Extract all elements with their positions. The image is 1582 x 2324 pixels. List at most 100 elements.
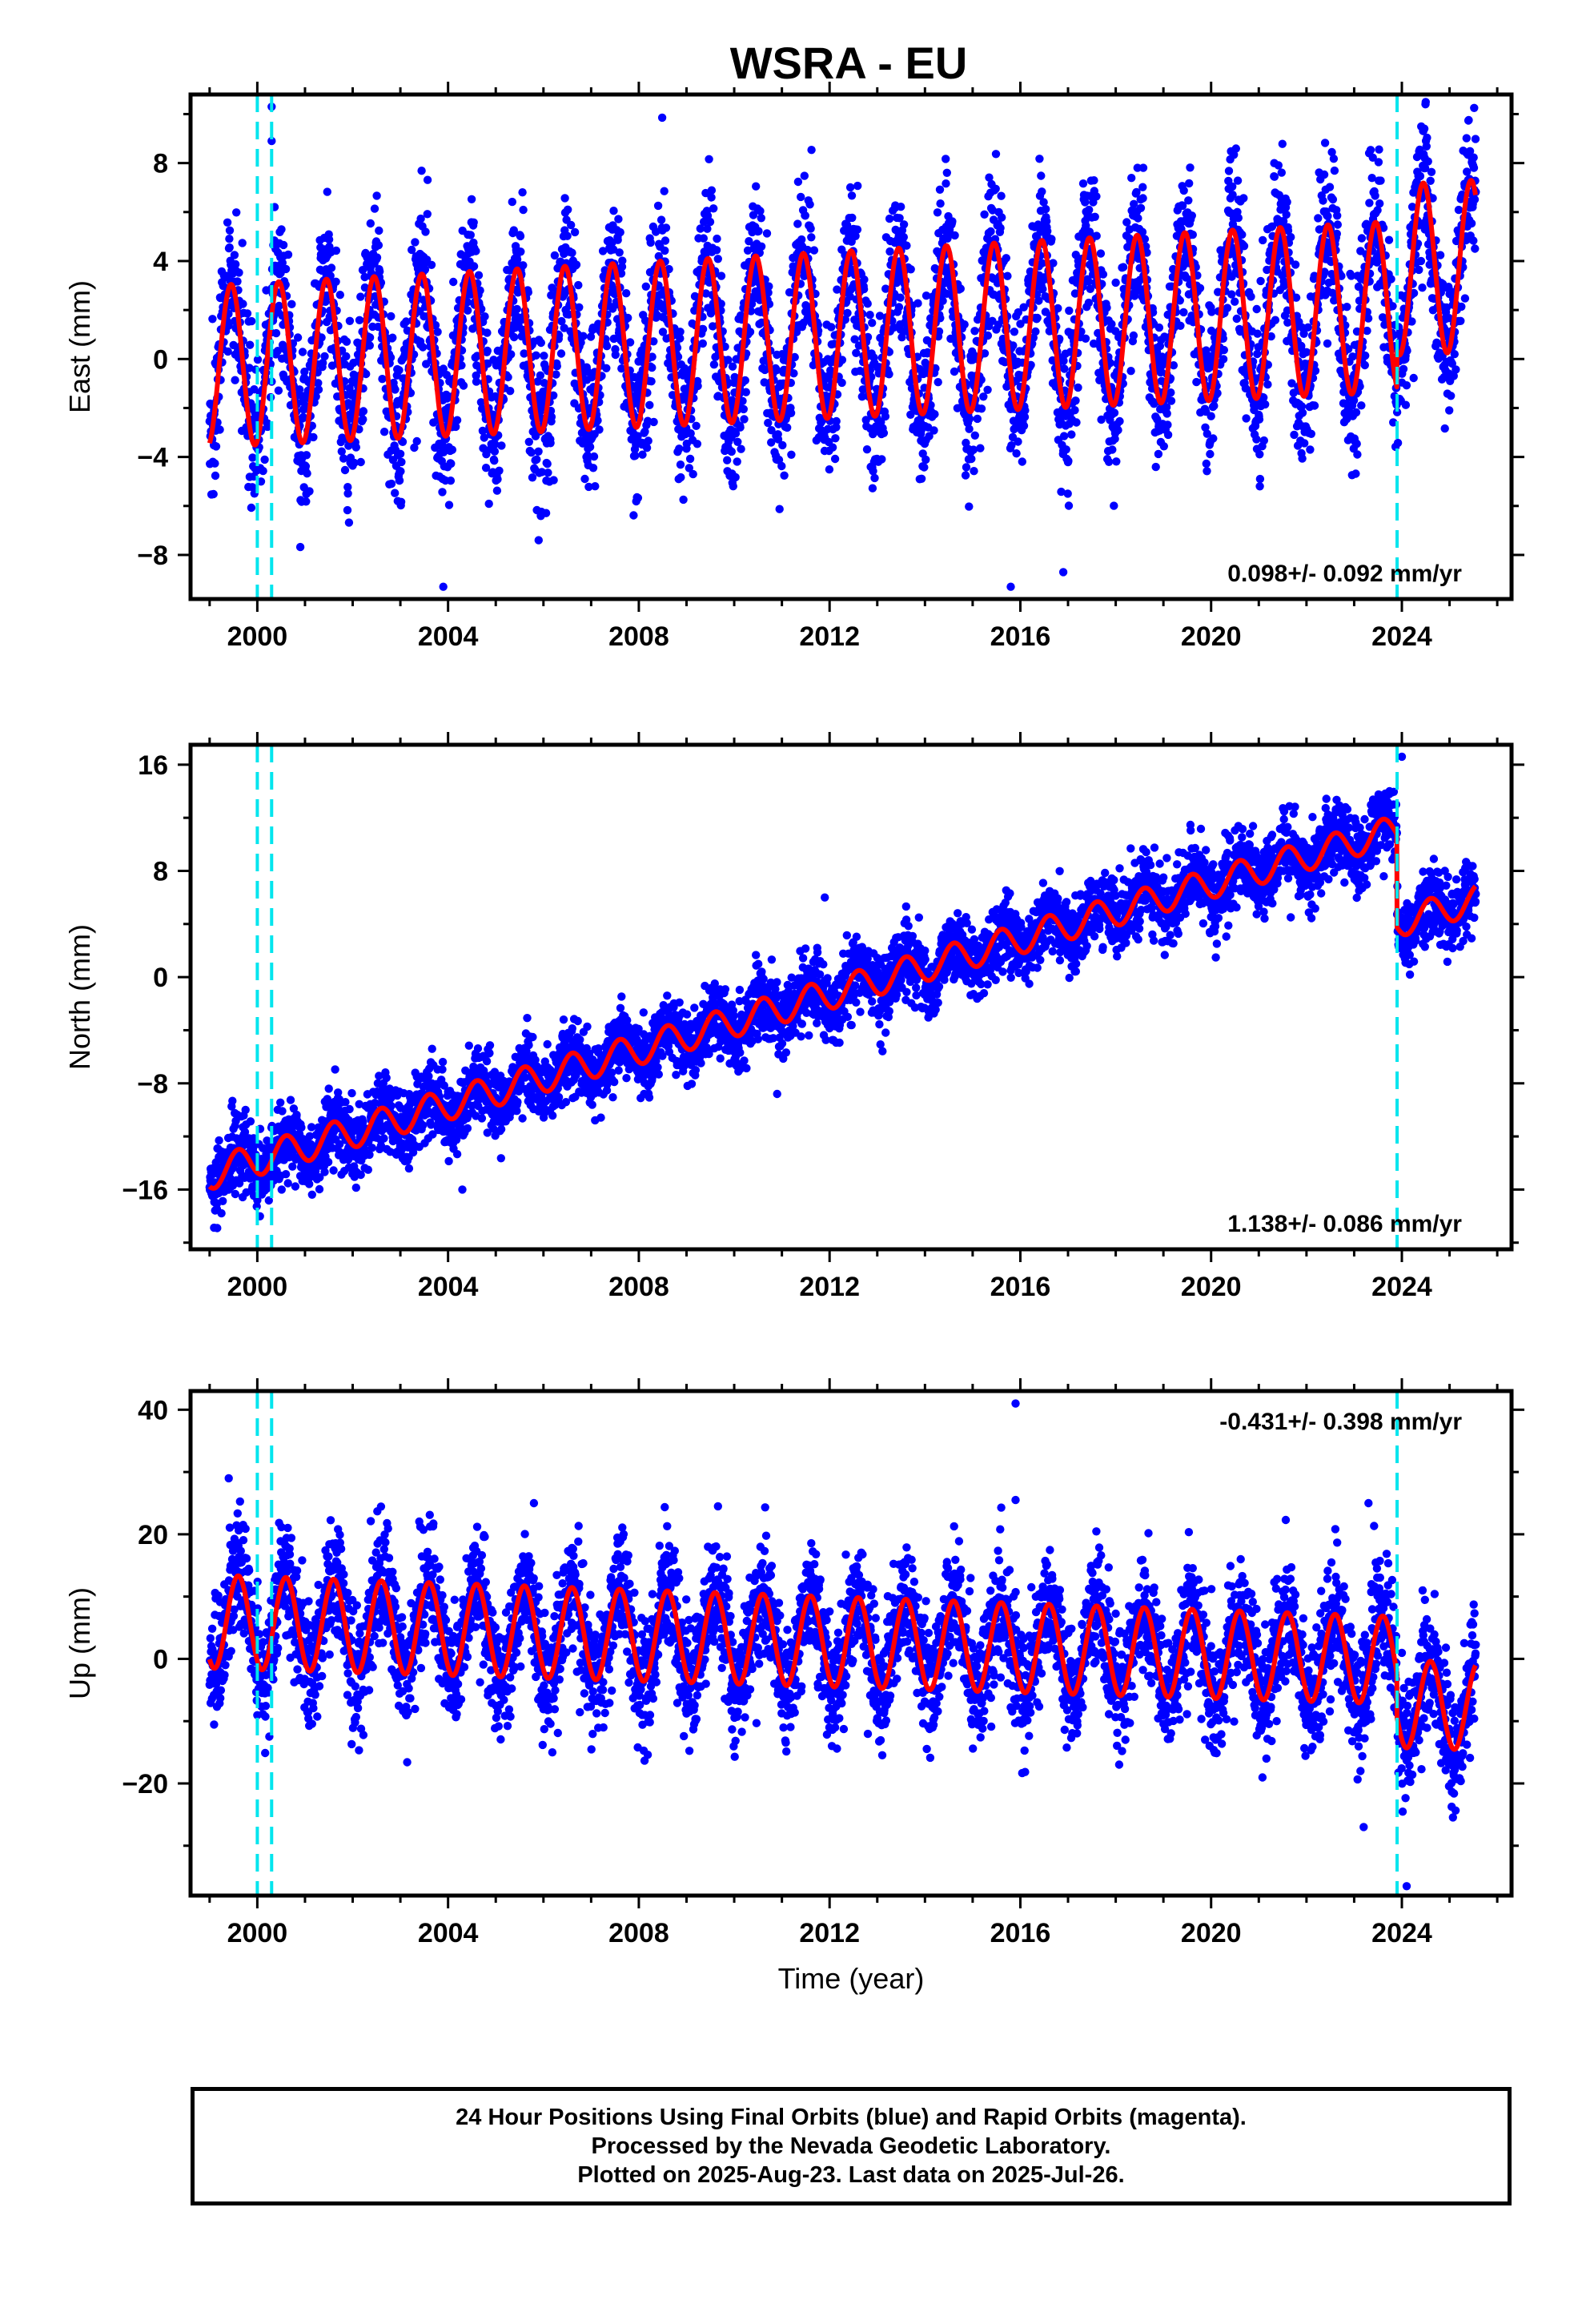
outlier-point bbox=[1058, 568, 1068, 577]
data-point bbox=[1195, 283, 1205, 292]
data-point bbox=[1231, 297, 1239, 306]
data-point bbox=[965, 414, 974, 424]
data-point bbox=[519, 205, 528, 215]
data-point bbox=[642, 444, 652, 452]
data-point bbox=[1255, 450, 1264, 459]
data-point bbox=[469, 218, 478, 227]
data-point bbox=[564, 205, 572, 214]
data-point bbox=[930, 426, 938, 435]
data-point bbox=[356, 457, 365, 467]
data-point bbox=[379, 428, 389, 436]
data-point bbox=[970, 327, 979, 336]
data-point bbox=[311, 392, 320, 401]
data-point bbox=[641, 282, 650, 291]
data-point bbox=[920, 463, 929, 472]
data-point bbox=[618, 256, 627, 265]
data-point bbox=[396, 467, 405, 476]
data-point bbox=[365, 333, 375, 342]
data-point bbox=[402, 317, 411, 326]
data-point bbox=[752, 182, 761, 191]
data-point bbox=[828, 443, 837, 452]
data-point bbox=[1471, 244, 1480, 253]
data-point bbox=[233, 277, 242, 286]
data-point bbox=[1255, 482, 1264, 491]
data-point bbox=[388, 333, 397, 342]
data-point bbox=[806, 224, 815, 233]
data-point bbox=[757, 242, 766, 251]
x-tick-label: 2024 bbox=[1371, 621, 1432, 652]
data-point bbox=[847, 191, 857, 200]
data-point bbox=[1278, 139, 1287, 148]
data-point bbox=[728, 362, 737, 371]
data-point bbox=[314, 385, 323, 394]
data-point bbox=[885, 214, 894, 223]
data-point bbox=[378, 375, 387, 384]
data-point bbox=[809, 246, 819, 255]
data-point bbox=[976, 444, 985, 452]
data-point bbox=[602, 364, 611, 372]
data-point bbox=[807, 233, 816, 242]
data-point bbox=[1002, 254, 1011, 263]
data-point bbox=[712, 246, 721, 255]
data-point bbox=[1357, 234, 1367, 243]
data-point bbox=[648, 363, 656, 372]
data-point bbox=[733, 437, 742, 446]
data-point bbox=[239, 300, 247, 308]
data-point bbox=[1134, 214, 1142, 223]
data-point bbox=[568, 248, 576, 257]
data-point bbox=[1330, 166, 1339, 175]
data-point bbox=[1452, 365, 1460, 374]
data-point bbox=[247, 503, 256, 513]
data-point bbox=[552, 362, 561, 371]
data-point bbox=[375, 226, 383, 235]
data-point bbox=[1435, 251, 1445, 259]
data-point bbox=[1329, 155, 1339, 163]
data-point bbox=[213, 1224, 222, 1232]
data-point bbox=[421, 227, 430, 236]
data-point bbox=[375, 267, 384, 276]
data-point bbox=[1320, 139, 1330, 147]
data-point bbox=[387, 479, 396, 489]
data-point bbox=[446, 476, 456, 485]
data-point bbox=[230, 251, 239, 259]
data-point bbox=[546, 439, 555, 448]
data-point bbox=[305, 487, 314, 496]
data-point bbox=[223, 218, 232, 227]
data-point bbox=[225, 235, 234, 243]
data-point bbox=[1090, 212, 1099, 221]
data-point bbox=[412, 436, 421, 446]
data-point bbox=[1290, 430, 1299, 440]
data-point bbox=[614, 215, 623, 223]
data-point bbox=[837, 378, 846, 388]
data-point bbox=[1409, 373, 1418, 383]
data-point bbox=[1422, 142, 1431, 151]
data-point bbox=[1207, 412, 1215, 420]
data-point bbox=[894, 303, 904, 312]
data-point bbox=[737, 444, 745, 453]
data-point bbox=[314, 379, 323, 388]
data-point bbox=[899, 232, 909, 242]
data-point bbox=[1138, 194, 1147, 203]
data-point bbox=[1231, 144, 1241, 153]
data-point bbox=[372, 191, 381, 200]
data-point bbox=[1035, 155, 1044, 163]
data-point bbox=[677, 472, 685, 482]
data-point bbox=[1423, 157, 1432, 166]
data-point bbox=[862, 445, 872, 454]
data-point bbox=[629, 511, 638, 520]
data-point bbox=[675, 444, 684, 453]
data-point bbox=[343, 505, 352, 515]
data-point bbox=[740, 415, 749, 424]
data-point bbox=[536, 371, 545, 380]
data-point bbox=[532, 351, 540, 360]
data-point bbox=[1064, 501, 1074, 510]
data-point bbox=[1419, 124, 1429, 133]
data-point bbox=[1031, 327, 1040, 336]
data-point bbox=[1084, 298, 1094, 308]
data-point bbox=[541, 509, 551, 517]
data-point bbox=[1224, 167, 1234, 175]
data-point bbox=[1234, 213, 1243, 223]
data-point bbox=[657, 113, 667, 123]
data-point bbox=[355, 316, 364, 324]
data-point bbox=[1469, 163, 1479, 172]
